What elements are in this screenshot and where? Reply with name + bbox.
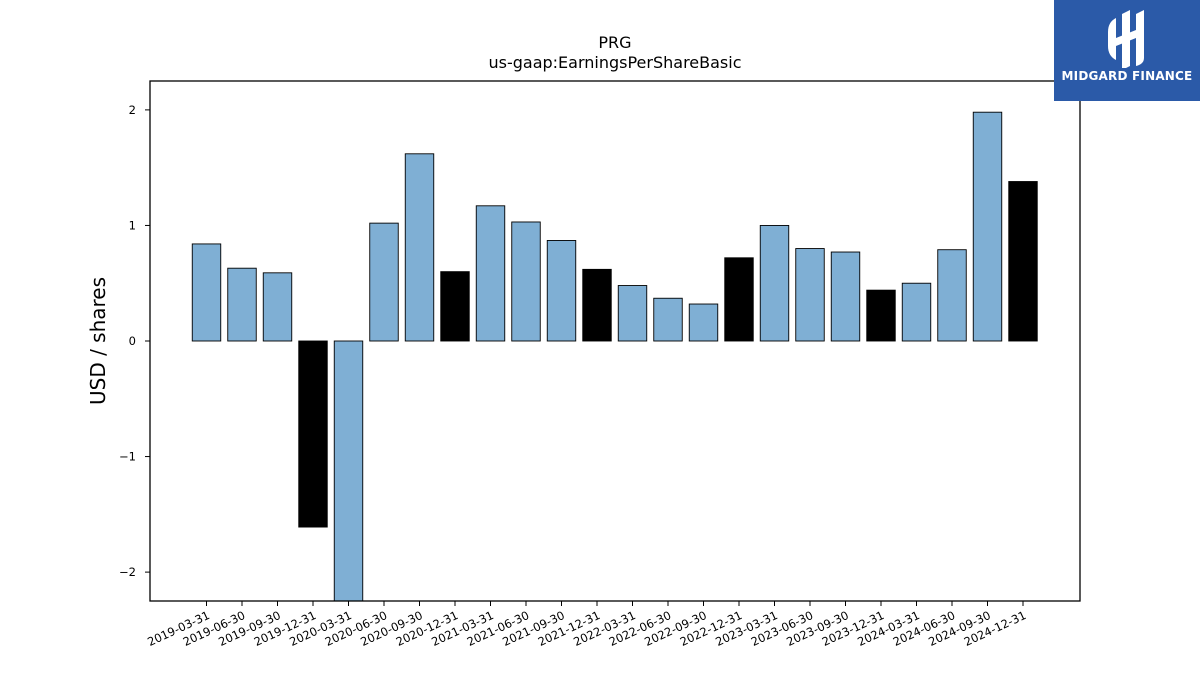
bar-2019-03-31: [191, 243, 222, 342]
brand-logo: MIDGARD FINANCE: [1054, 0, 1200, 101]
bar-2023-12-31: [866, 289, 896, 342]
bar-2022-06-30: [653, 297, 683, 342]
y-tick-label: 1: [129, 218, 136, 232]
chart-title: PRG: [598, 33, 631, 52]
bar-2024-12-31: [1008, 181, 1038, 342]
logo-text: MIDGARD FINANCE: [1061, 69, 1193, 83]
y-axis-label: USD / shares: [86, 277, 110, 405]
bar-2024-09-30: [972, 111, 1003, 342]
bar-2024-06-30: [937, 249, 967, 342]
bar-2019-12-31: [298, 340, 328, 528]
bar-2021-03-31: [475, 205, 506, 342]
bar-2024-03-31: [901, 282, 932, 342]
y-tick-label: 2: [129, 103, 136, 117]
bar-2019-06-30: [227, 267, 257, 342]
bar-2020-12-31: [440, 271, 470, 342]
y-tick-label: −2: [119, 565, 136, 579]
bar-2019-09-30: [262, 272, 293, 342]
plot-frame: [149, 80, 1081, 602]
bar-2022-09-30: [688, 303, 719, 342]
bar-2023-06-30: [795, 248, 825, 342]
y-tick-label: −1: [119, 450, 136, 464]
bar-2020-03-31: [333, 340, 364, 601]
bar-2020-09-30: [404, 153, 435, 342]
midgard-logo-icon: [1108, 10, 1144, 68]
bar-2022-12-31: [724, 257, 754, 342]
bar-2021-12-31: [582, 268, 612, 342]
bar-2022-03-31: [617, 285, 648, 342]
bar-2023-09-30: [830, 251, 861, 342]
chart-subtitle: us-gaap:EarningsPerShareBasic: [488, 53, 741, 72]
bar-2021-09-30: [546, 240, 577, 342]
bar-2020-06-30: [369, 222, 399, 342]
bar-2021-06-30: [511, 221, 541, 342]
bar-2023-03-31: [759, 224, 790, 342]
y-tick-label: 0: [129, 334, 136, 348]
bar-group: [191, 111, 1038, 601]
